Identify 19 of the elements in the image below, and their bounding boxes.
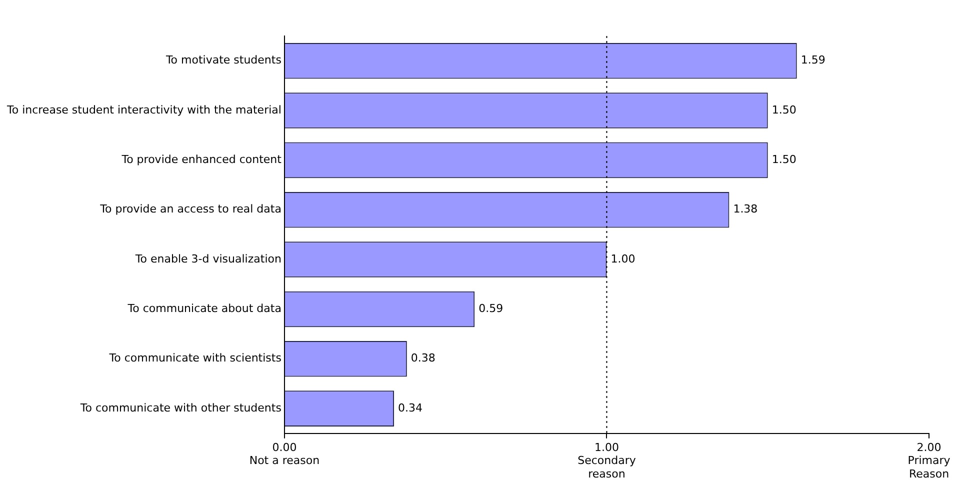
data-label: 1.00 xyxy=(610,252,636,266)
y-tick-label: To communicate about data xyxy=(126,302,282,316)
x-tick-label: 2.00 Primary Reason xyxy=(908,440,951,480)
data-label: 1.59 xyxy=(800,54,826,67)
data-label: 0.38 xyxy=(410,352,436,365)
y-tick-label: To communicate with scientists xyxy=(108,352,282,365)
y-tick-label: To communicate with other students xyxy=(79,401,282,414)
data-label: 0.59 xyxy=(478,302,504,316)
y-tick-label: To enable 3-d visualization xyxy=(134,252,282,266)
y-tick-label: To provide an access to real data xyxy=(99,202,282,216)
data-label: 1.50 xyxy=(772,153,796,166)
x-tick-label: 1.00 Secondary reason xyxy=(578,440,636,480)
y-tick-label: To motivate students xyxy=(164,54,282,67)
y-tick-label: To increase student interactivity with the material xyxy=(6,103,282,116)
data-label: 1.38 xyxy=(733,202,758,216)
y-tick-label: To provide enhanced content xyxy=(120,153,282,166)
x-tick-label: 0.00 Not a reason xyxy=(249,440,320,468)
data-label: 0.34 xyxy=(398,401,423,414)
data-label: 1.50 xyxy=(772,103,796,116)
